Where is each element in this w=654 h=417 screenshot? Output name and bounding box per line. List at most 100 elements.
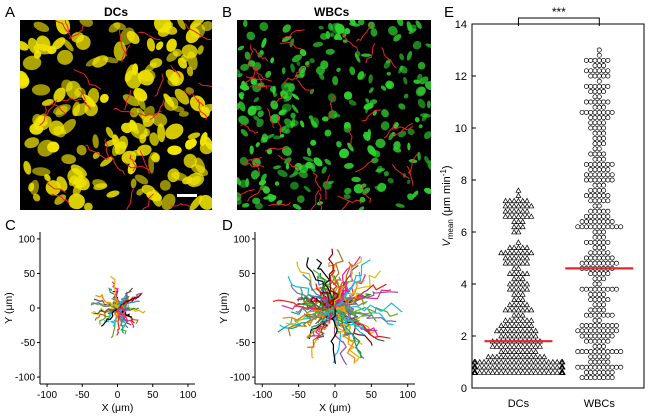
cell-blob [419,76,429,85]
data-point-triangle [541,358,548,365]
data-point-triangle [511,197,518,204]
data-point-circle [583,260,589,266]
data-point-triangle [515,286,522,292]
data-point-triangle [515,291,522,297]
cell-track [85,144,108,161]
cell-blob [403,93,409,99]
data-point-triangle [536,364,543,370]
data-point-triangle [511,249,518,256]
data-point-triangle [511,296,518,302]
cell-blob [199,131,208,147]
data-point-circle [592,312,598,318]
cell-track [365,43,376,64]
data-point-triangle [524,369,531,375]
data-point-circle [609,349,615,355]
cell-blob [381,109,389,118]
data-point-circle [596,286,602,292]
data-point-circle [596,349,602,355]
data-point-triangle [511,286,518,292]
cell-blob [23,160,32,175]
data-point-triangle [511,353,518,360]
cell-blob [121,122,133,134]
cell-blob [93,183,108,191]
cell-blob [63,39,74,52]
cell-track [266,108,275,129]
cell-blob [241,203,250,208]
data-point-triangle [515,197,522,204]
cell-blob [310,139,317,146]
data-point-circle [588,375,594,381]
data-point-triangle [511,270,518,276]
data-point-circle [605,213,611,219]
data-point-circle [588,187,594,193]
cell-track [113,107,135,116]
data-point-circle [583,172,589,178]
y-tick-label: 100 [18,234,35,245]
data-point-circle [596,172,602,178]
cell-track [121,44,131,63]
cell-track [328,95,336,120]
y-tick-label: 100 [233,234,250,245]
cell-trajectory [316,307,336,340]
data-point-circle [601,307,607,313]
category-label: WBCs [584,398,616,410]
data-point-triangle [532,343,539,349]
data-point-circle [601,323,607,329]
data-point-triangle [502,353,509,360]
data-point-triangle [519,270,526,276]
cell-blob [296,195,305,203]
cell-trajectory [109,301,119,309]
cell-track [137,110,162,117]
data-point-triangle [515,192,522,198]
cell-track [356,23,372,42]
cell-blob [327,93,337,103]
data-point-triangle [489,358,496,365]
data-point-triangle [524,254,531,261]
data-point-circle [609,364,615,370]
data-point-circle [601,68,607,74]
cell-blob [349,66,356,76]
data-point-triangle [471,369,478,375]
cell-blob [344,162,354,169]
data-point-triangle [502,369,509,375]
cell-blob [290,112,296,119]
cell-track [38,105,47,126]
cell-blob [414,117,420,123]
cell-track [54,20,71,34]
y-tick-label: 0 [244,304,250,315]
cell-track [281,29,305,40]
cell-blob [104,139,118,147]
cell-track [406,165,414,186]
cell-blob [148,155,155,174]
data-point-circle [601,250,607,256]
data-point-circle [605,323,611,329]
data-point-triangle [528,332,535,339]
data-point-circle [592,297,598,303]
data-point-circle [601,369,607,375]
data-point-circle [588,120,594,126]
data-point-circle [588,177,594,183]
data-point-circle [592,115,598,121]
data-point-circle [601,130,607,136]
data-point-triangle [515,327,522,334]
data-point-circle [579,219,585,225]
data-point-circle [583,177,589,183]
cell-blob [417,98,426,109]
data-point-circle [592,99,598,105]
data-point-triangle [524,202,531,209]
data-point-circle [609,172,615,178]
cell-blob [252,197,261,205]
data-point-circle [596,291,602,297]
cell-blob [357,20,365,26]
cell-blob [92,134,99,149]
data-point-triangle [515,270,522,276]
data-point-circle [592,349,598,355]
data-point-triangle [515,275,522,282]
cell-trajectory [116,307,135,329]
data-point-triangle [524,270,531,276]
data-point-triangle [524,249,531,256]
cell-blob [61,154,77,165]
data-point-circle [596,245,602,251]
cell-track [170,64,181,78]
y-tick-label: 6 [461,227,467,239]
